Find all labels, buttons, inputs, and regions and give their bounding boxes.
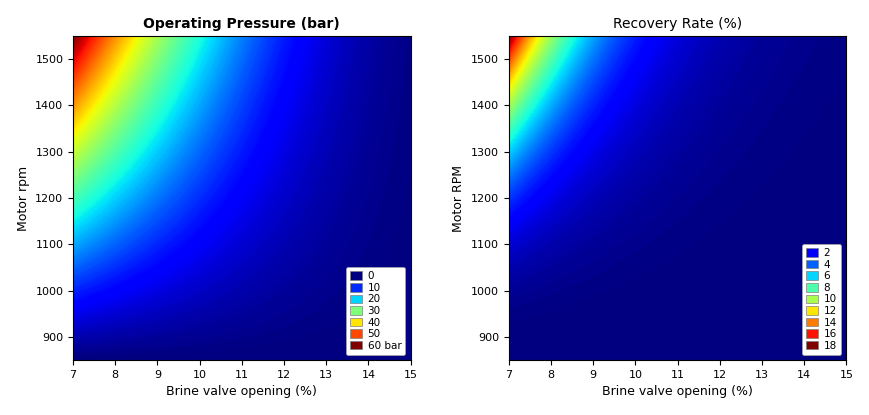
- Y-axis label: Motor RPM: Motor RPM: [452, 164, 465, 232]
- X-axis label: Brine valve opening (%): Brine valve opening (%): [166, 386, 317, 398]
- Legend: 2, 4, 6, 8, 10, 12, 14, 16, 18: 2, 4, 6, 8, 10, 12, 14, 16, 18: [801, 244, 840, 355]
- Legend: 0, 10, 20, 30, 40, 50, 60 bar: 0, 10, 20, 30, 40, 50, 60 bar: [345, 267, 405, 355]
- X-axis label: Brine valve opening (%): Brine valve opening (%): [601, 386, 753, 398]
- Title: Recovery Rate (%): Recovery Rate (%): [613, 17, 741, 31]
- Y-axis label: Motor rpm: Motor rpm: [17, 166, 30, 231]
- Title: Operating Pressure (bar): Operating Pressure (bar): [143, 17, 340, 31]
